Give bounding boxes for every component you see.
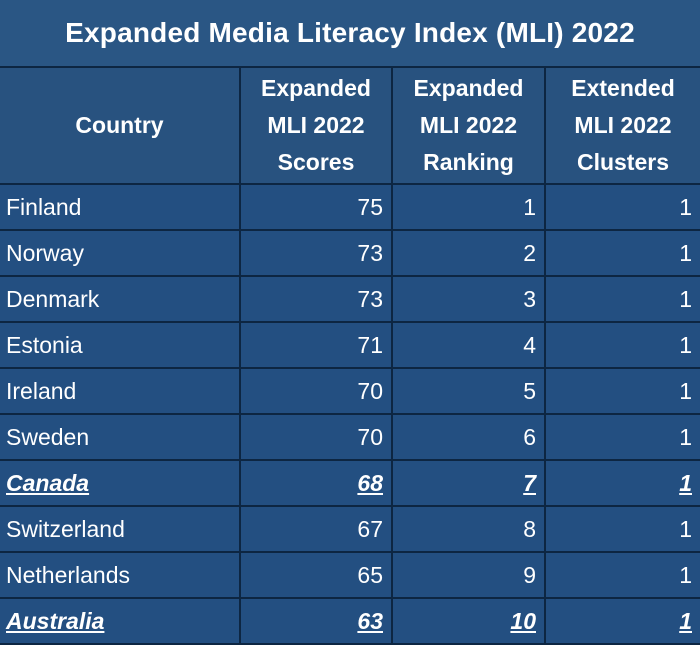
rank-cell: 8 (392, 506, 546, 553)
score-cell: 63 (240, 598, 393, 645)
table-row: Estonia 71 4 1 (0, 322, 700, 369)
cluster-cell: 1 (545, 230, 700, 277)
rank-cell: 7 (392, 460, 546, 507)
score-cell: 65 (240, 552, 393, 599)
rank-cell: 4 (392, 322, 546, 369)
score-cell: 73 (240, 230, 393, 277)
rank-cell: 9 (392, 552, 546, 599)
cluster-cell: 1 (545, 414, 700, 461)
table-row-highlighted: Australia 63 10 1 (0, 598, 700, 645)
table-row: Sweden 70 6 1 (0, 414, 700, 461)
cluster-cell: 1 (545, 598, 700, 645)
score-cell: 75 (240, 184, 393, 231)
score-cell: 70 (240, 414, 393, 461)
header-clusters: Extended MLI 2022 Clusters (545, 68, 700, 185)
cluster-cell: 1 (545, 276, 700, 323)
header-row: Country Expanded MLI 2022 Scores Expanded M… (0, 68, 700, 185)
score-cell: 67 (240, 506, 393, 553)
rank-cell: 2 (392, 230, 546, 277)
table-row: Denmark 73 3 1 (0, 276, 700, 323)
rank-cell: 10 (392, 598, 546, 645)
cluster-cell: 1 (545, 322, 700, 369)
country-cell: Ireland (0, 368, 241, 415)
table-row: Norway 73 2 1 (0, 230, 700, 277)
cluster-cell: 1 (545, 552, 700, 599)
cluster-cell: 1 (545, 368, 700, 415)
rank-cell: 1 (392, 184, 546, 231)
table-row: Finland 75 1 1 (0, 184, 700, 231)
table-title: Expanded Media Literacy Index (MLI) 2022 (0, 0, 700, 68)
rank-cell: 5 (392, 368, 546, 415)
country-cell: Netherlands (0, 552, 241, 599)
country-cell: Sweden (0, 414, 241, 461)
header-scores: Expanded MLI 2022 Scores (240, 68, 393, 185)
table-row: Ireland 70 5 1 (0, 368, 700, 415)
country-cell: Finland (0, 184, 241, 231)
country-cell: Canada (0, 460, 241, 507)
cluster-cell: 1 (545, 460, 700, 507)
country-cell: Norway (0, 230, 241, 277)
score-cell: 68 (240, 460, 393, 507)
table-row: Switzerland 67 8 1 (0, 506, 700, 553)
rank-cell: 3 (392, 276, 546, 323)
mli-table: Country Expanded MLI 2022 Scores Expanded M… (0, 68, 700, 645)
table-row: Netherlands 65 9 1 (0, 552, 700, 599)
header-country: Country (0, 68, 241, 185)
cluster-cell: 1 (545, 506, 700, 553)
country-cell: Estonia (0, 322, 241, 369)
score-cell: 71 (240, 322, 393, 369)
header-ranking: Expanded MLI 2022 Ranking (392, 68, 546, 185)
score-cell: 70 (240, 368, 393, 415)
country-cell: Denmark (0, 276, 241, 323)
cluster-cell: 1 (545, 184, 700, 231)
rank-cell: 6 (392, 414, 546, 461)
score-cell: 73 (240, 276, 393, 323)
country-cell: Australia (0, 598, 241, 645)
table-row-highlighted: Canada 68 7 1 (0, 460, 700, 507)
country-cell: Switzerland (0, 506, 241, 553)
